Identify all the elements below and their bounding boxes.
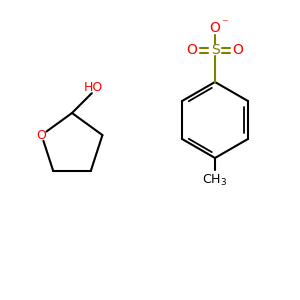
Text: O: O: [210, 21, 220, 35]
Text: O: O: [232, 43, 243, 57]
Text: O: O: [187, 43, 197, 57]
Text: S: S: [211, 43, 219, 57]
Text: CH$_3$: CH$_3$: [202, 172, 228, 188]
Text: HO: HO: [84, 81, 104, 94]
Text: O: O: [37, 129, 46, 142]
Text: ⁻: ⁻: [221, 17, 227, 31]
